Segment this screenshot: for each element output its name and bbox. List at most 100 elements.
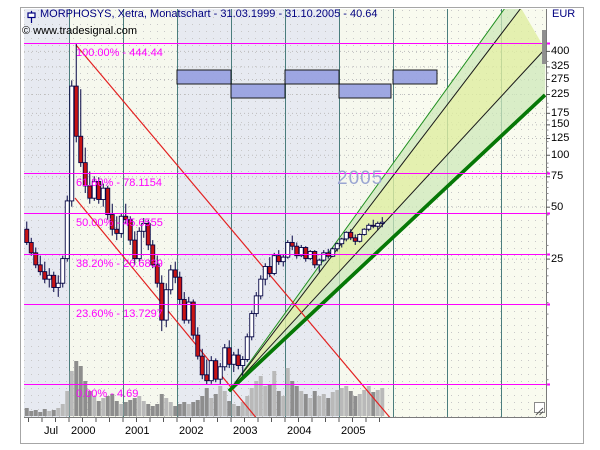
currency-label: EUR [552, 8, 576, 20]
volume-bar [249, 388, 254, 416]
volume-bar [105, 396, 110, 416]
volume-bar [146, 404, 151, 416]
candle-body [249, 313, 255, 338]
candle-body [262, 266, 268, 280]
x-axis-label: 2001 [125, 425, 150, 437]
candle-body [280, 256, 286, 263]
candle-body [213, 360, 219, 380]
candle-body [55, 282, 61, 288]
volume-bar [42, 409, 47, 416]
volume-bar [47, 411, 52, 416]
candle-body [348, 231, 354, 239]
x-axis-label: 2003 [233, 425, 258, 437]
candle-body [231, 354, 237, 365]
volume-bar [155, 404, 160, 416]
signal-box [176, 69, 232, 85]
signal-box [230, 83, 286, 99]
candle-body [105, 187, 111, 216]
candle-body [303, 247, 309, 260]
y-axis-scroll-handle[interactable] [542, 30, 546, 64]
copyright-label: © www.tradesignal.com [22, 25, 138, 37]
volume-bar [132, 398, 137, 416]
volume-bar [114, 401, 119, 416]
candle-body [136, 230, 142, 260]
trend-channel-line [228, 9, 505, 392]
fibonacci-label: 38.20% - 26.6839 [76, 257, 163, 270]
volume-bar [231, 404, 236, 416]
candle-body [307, 251, 313, 260]
y-axis-label: 125 [551, 132, 570, 144]
candle-body [91, 181, 97, 199]
volume-bar [339, 388, 344, 416]
candle-body [240, 359, 246, 366]
volume-bar [128, 400, 133, 416]
candle-body [235, 354, 241, 366]
candle-body [42, 271, 48, 280]
volume-bar [186, 404, 191, 416]
candle-body [154, 264, 160, 284]
volume-bar [96, 401, 101, 416]
volume-bar [83, 381, 88, 416]
volume-bar [263, 386, 268, 416]
candle-body [127, 219, 133, 241]
volume-bar [281, 396, 286, 416]
candle-body [226, 347, 232, 365]
volume-bar [195, 400, 200, 416]
volume-bar [380, 388, 385, 416]
volume-bar [137, 396, 142, 416]
candle-body [343, 231, 349, 240]
signal-box [338, 83, 392, 99]
volume-bar [267, 384, 272, 416]
resize-handle[interactable] [534, 402, 545, 416]
x-axis-label: 2004 [287, 425, 312, 437]
volume-bar [240, 402, 245, 416]
volume-bar [362, 390, 367, 416]
candle-body [276, 255, 282, 263]
candle-body [190, 301, 196, 336]
volume-bar [344, 386, 349, 416]
candle-body [289, 242, 295, 247]
candle-body [330, 248, 336, 257]
candle-body [33, 252, 39, 266]
signal-box [392, 69, 438, 85]
candle-body [118, 215, 124, 234]
volume-bar [308, 398, 313, 416]
candle-body [267, 266, 273, 274]
candle-body [271, 255, 277, 274]
volume-bar [204, 388, 209, 416]
volume-bar [119, 404, 124, 416]
candle-body [208, 360, 214, 382]
fibonacci-label: 0.00% - 4.69 [76, 387, 139, 400]
volume-bar [74, 361, 79, 416]
candle-body [78, 135, 84, 164]
volume-bar [51, 410, 56, 416]
x-axis-label: 2002 [179, 425, 204, 437]
volume-bar [254, 381, 259, 416]
candle-body [168, 269, 174, 291]
candle-body [177, 276, 183, 300]
candle-body [24, 228, 30, 243]
volume-bar [294, 386, 299, 416]
volume-bar [87, 391, 92, 416]
volume-bar [38, 412, 43, 416]
y-axis-label: 100 [551, 149, 570, 161]
candle-body [334, 243, 340, 250]
candle-body [109, 214, 115, 230]
y-axis-label: 150 [551, 118, 570, 130]
volume-bar [101, 398, 106, 416]
volume-bar [357, 394, 362, 416]
candle-body [132, 239, 138, 260]
candle-body [37, 264, 43, 273]
volume-bar [312, 391, 317, 416]
y-axis-label: 400 [551, 45, 570, 57]
volume-bar [335, 390, 340, 416]
y-axis-label: 25 [551, 253, 564, 265]
candle-body [321, 252, 327, 261]
candle-body [316, 259, 322, 266]
x-axis-label: 2005 [341, 425, 366, 437]
y-axis-label: 50 [551, 201, 564, 213]
fibonacci-label: 50.00% - 45.6555 [76, 216, 163, 229]
volume-bar [276, 391, 281, 416]
